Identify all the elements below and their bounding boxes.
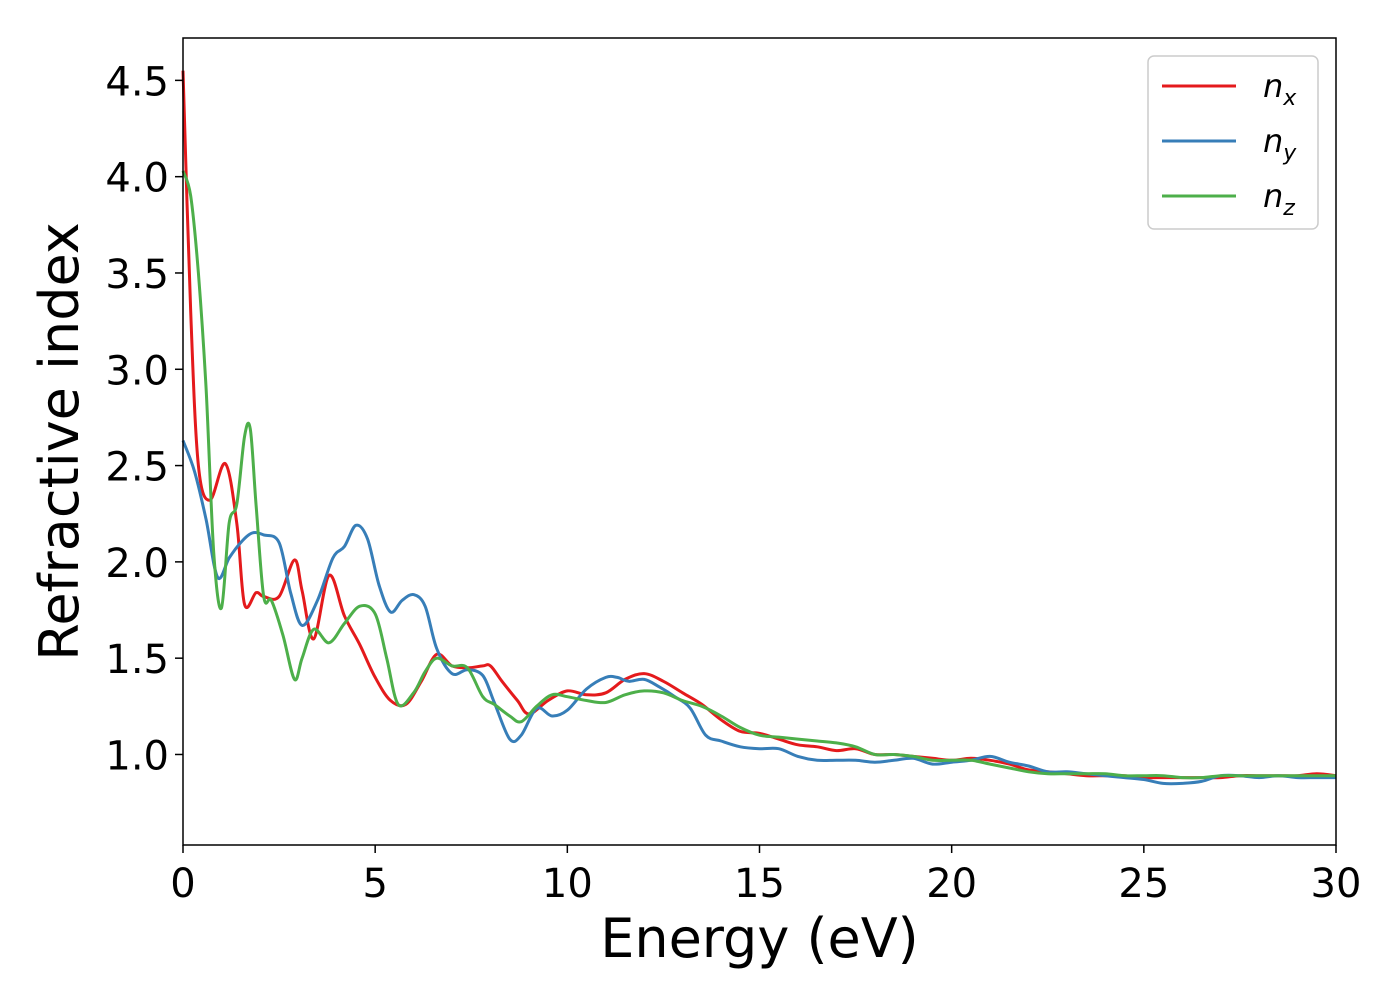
legend-label-ny: ny xyxy=(1263,122,1297,166)
y-tick-label: 1.0 xyxy=(105,733,169,779)
series-layer xyxy=(181,70,1337,786)
legend: nx ny nz xyxy=(1147,55,1319,230)
series-line-nz xyxy=(181,170,1336,780)
y-tick-label: 3.0 xyxy=(105,348,169,394)
y-tick-label: 4.0 xyxy=(105,156,169,202)
y-tick-label: 2.5 xyxy=(105,445,169,491)
x-tick-label: 15 xyxy=(734,861,785,907)
y-tick-label: 1.5 xyxy=(105,637,169,683)
x-tick-label: 0 xyxy=(170,861,195,907)
series-line-ny xyxy=(181,439,1336,786)
x-tick-label: 10 xyxy=(542,861,593,907)
x-tick-label: 5 xyxy=(362,861,387,907)
y-tick-label: 3.5 xyxy=(105,252,169,298)
y-axis-label: Refractive index xyxy=(28,222,91,661)
y-tick-label: 4.5 xyxy=(105,59,169,105)
legend-label-nx: nx xyxy=(1263,67,1297,111)
y-tick-label: 2.0 xyxy=(105,541,169,587)
x-tick-label: 30 xyxy=(1311,861,1362,907)
x-tick-label: 25 xyxy=(1118,861,1169,907)
legend-label-nz: nz xyxy=(1263,177,1295,221)
x-axis-label: Energy (eV) xyxy=(600,907,919,970)
x-tick-label: 20 xyxy=(926,861,977,907)
ticks-layer: 0 5 10 15 20 25 30 1.0 1.5 2.0 2.5 3.0 3.5 4.0 4.5 xyxy=(105,59,1361,907)
